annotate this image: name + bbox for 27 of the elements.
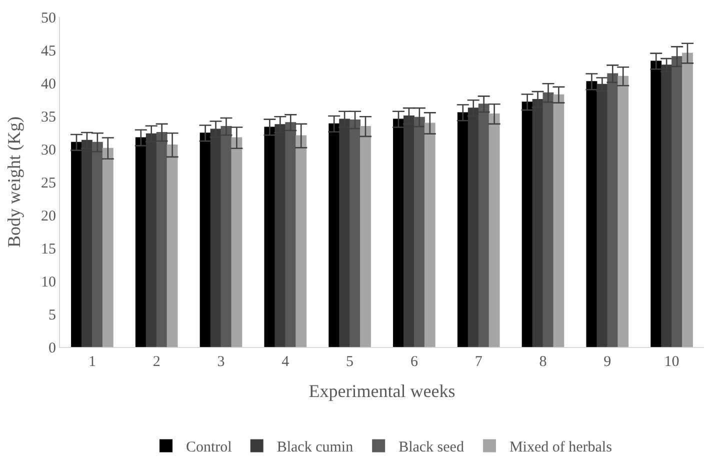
x-tick-label: 5 — [346, 354, 354, 370]
y-tick-label: 10 — [41, 274, 56, 290]
legend-label: Mixed of herbals — [509, 440, 612, 456]
x-axis-title: Experimental weeks — [308, 381, 456, 402]
x-tick-label: 2 — [152, 354, 160, 370]
y-tick-label: 35 — [41, 109, 56, 126]
y-tick-label: 40 — [41, 76, 56, 92]
y-axis-title: Body weight (Kg) — [4, 116, 24, 248]
x-tick-label: 8 — [539, 354, 547, 370]
y-tick-label: 5 — [48, 307, 56, 324]
x-tick-label: 10 — [664, 354, 680, 370]
x-tick-label: 7 — [474, 354, 483, 370]
legend-label: Control — [186, 440, 232, 456]
x-tick-label: 9 — [604, 354, 612, 370]
legend-label: Black seed — [398, 440, 464, 456]
x-tick-label: 4 — [282, 354, 290, 370]
x-tick-label: 6 — [410, 354, 418, 370]
y-tick-label: 30 — [41, 142, 56, 158]
y-tick-label: 25 — [41, 175, 56, 192]
y-tick-label: 20 — [41, 208, 56, 224]
x-tick-label: 3 — [217, 354, 225, 370]
y-tick-label: 45 — [41, 43, 56, 60]
y-tick-label: 50 — [41, 10, 56, 26]
y-tick-label: 0 — [48, 340, 56, 356]
x-tick-label: 1 — [88, 354, 96, 370]
y-tick-label: 15 — [41, 241, 56, 258]
legend-label: Black cumin — [276, 440, 354, 456]
